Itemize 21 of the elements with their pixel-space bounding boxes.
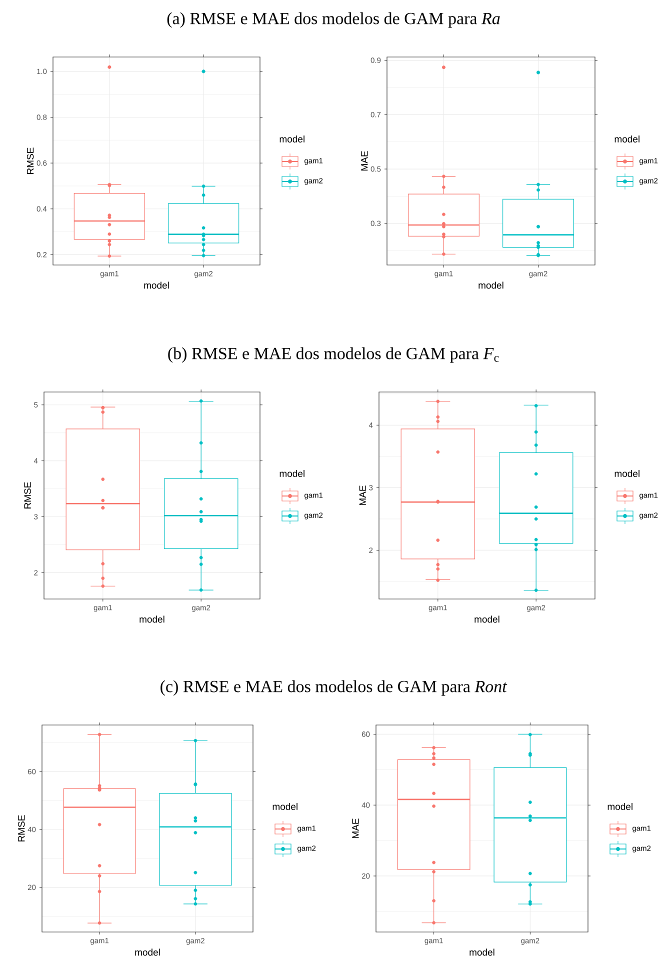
y-axis-title: MAE xyxy=(352,818,359,838)
text: (c) RMSE e MAE dos modelos de GAM para Ront xyxy=(160,680,508,696)
y-axis-title: MAE xyxy=(359,486,366,506)
legend-title: model xyxy=(614,470,640,477)
legend-title: model xyxy=(280,470,304,477)
x-axis-title: model xyxy=(474,616,500,623)
legend-title: model xyxy=(608,803,632,810)
legend-title: model xyxy=(614,136,640,142)
x-axis-title: model xyxy=(135,948,160,956)
y-axis-title: RMSE xyxy=(18,815,25,842)
y-axis-title: RMSE xyxy=(24,482,31,508)
x-axis-title: model xyxy=(140,616,164,623)
text: (b) RMSE e MAE dos modelos de GAM para F$_{c}$ xyxy=(168,347,499,363)
y-axis-title: RMSE xyxy=(26,148,34,174)
x-axis-title: model xyxy=(470,948,494,956)
x-axis-title: model xyxy=(144,282,169,289)
legend-title: model xyxy=(280,136,304,142)
legend-title: model xyxy=(272,803,298,810)
text: (a) RMSE e MAE dos modelos de GAM para Ra xyxy=(167,12,500,28)
x-axis-title: model xyxy=(478,282,504,289)
y-axis-title: MAE xyxy=(361,151,368,171)
